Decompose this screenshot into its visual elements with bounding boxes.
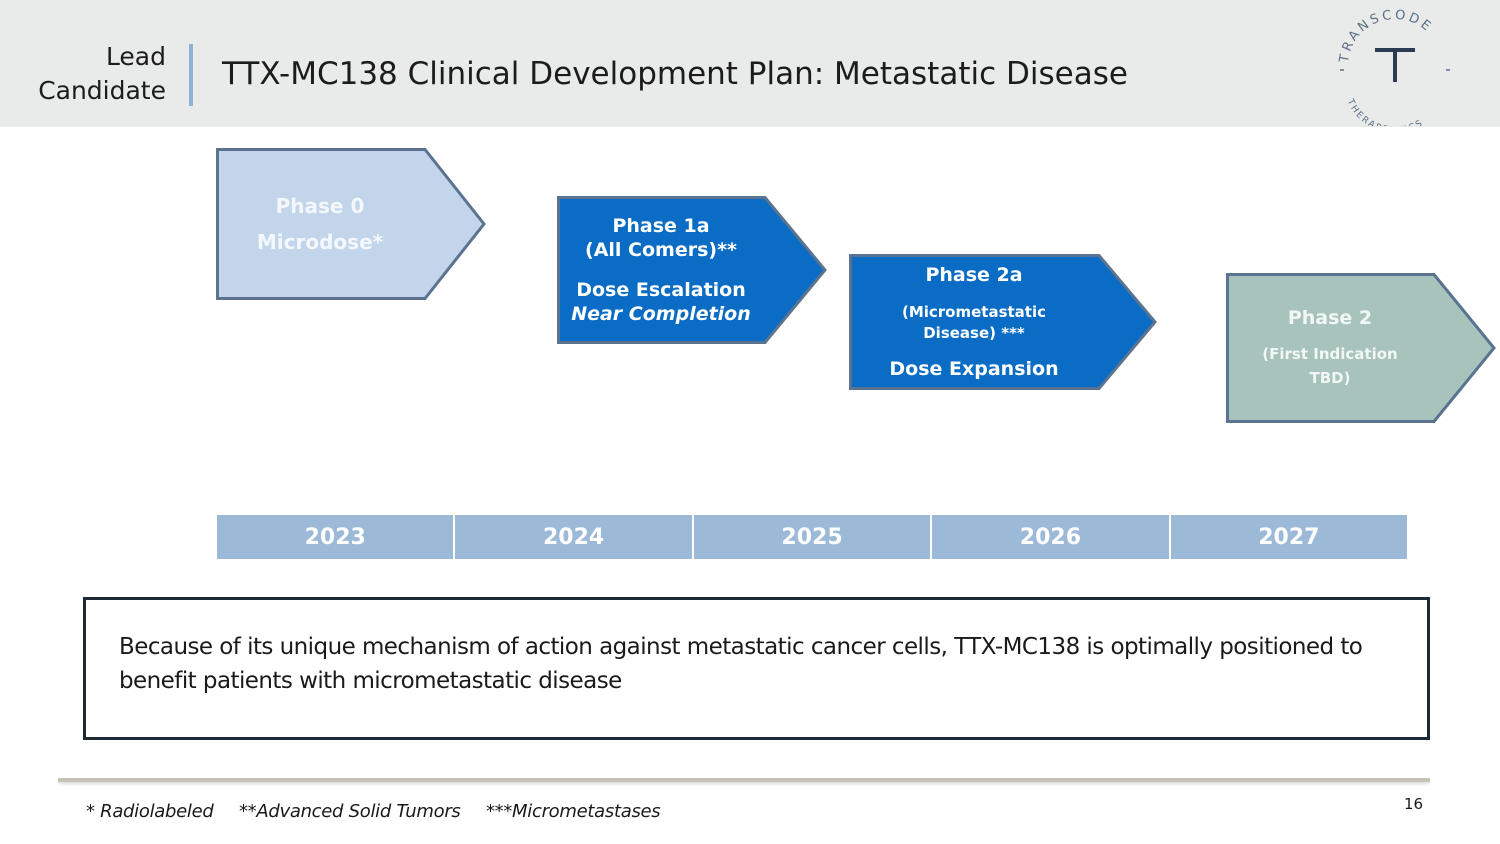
footer-rule <box>58 778 1430 782</box>
logo-monogram-stem <box>1393 52 1397 82</box>
phase-2-title: Phase 2 <box>1287 307 1373 329</box>
phase-2-indication-line2: TBD) <box>1309 369 1351 387</box>
slide-title: TTX-MC138 Clinical Development Plan: Met… <box>222 56 1128 92</box>
phase-1a-status: Near Completion <box>571 303 751 325</box>
positioning-statement: Because of its unique mechanism of actio… <box>119 634 1363 694</box>
year-2023: 2023 <box>217 515 456 559</box>
page-number: 16 <box>1404 795 1424 813</box>
year-2026: 2026 <box>932 515 1171 559</box>
footnote-micrometastases: ***Micrometastases <box>485 801 661 822</box>
phase-0-arrow: Phase 0 Microdose* <box>216 148 486 300</box>
phase-1a-population: (All Comers)** <box>585 239 737 261</box>
year-timeline: 2023 2024 2025 2026 2027 <box>217 515 1407 559</box>
phase-2-indication-line1: (First Indication <box>1262 345 1398 363</box>
phase-2a-population-line2: Disease) *** <box>923 324 1025 342</box>
phase-0-title: Phase 0 <box>275 194 365 218</box>
year-2025: 2025 <box>694 515 933 559</box>
phase-1a-description: Dose Escalation <box>576 279 746 301</box>
logo-monogram-bar <box>1375 48 1415 52</box>
slide-header: Lead Candidate TTX-MC138 Clinical Develo… <box>0 0 1500 127</box>
year-2024: 2024 <box>455 515 694 559</box>
logo-company-bottom: THERAPEUTICS <box>1344 97 1426 126</box>
phase-1a-arrow: Phase 1a (All Comers)** Dose Escalation … <box>557 196 827 344</box>
footnote-advanced-solid-tumors: **Advanced Solid Tumors <box>238 801 461 822</box>
phase-2a-title: Phase 2a <box>925 264 1023 286</box>
section-label-line-2: Candidate <box>38 76 166 105</box>
phase-2-arrow: Phase 2 (First Indication TBD) <box>1226 273 1496 423</box>
phase-1a-title: Phase 1a <box>612 215 710 237</box>
section-divider <box>189 44 193 106</box>
phase-0-subtitle: Microdose* <box>256 230 384 254</box>
footnote-radiolabeled: * Radiolabeled <box>86 801 214 822</box>
section-label-line-1: Lead <box>105 42 166 71</box>
positioning-statement-box: Because of its unique mechanism of actio… <box>83 597 1430 740</box>
phase-2a-description: Dose Expansion <box>889 358 1059 380</box>
phase-2a-population-line1: (Micrometastatic <box>901 303 1047 321</box>
phase-2a-arrow: Phase 2a (Micrometastatic Disease) *** D… <box>849 254 1157 390</box>
logo-company-top: TRANSCODE <box>1337 8 1436 65</box>
year-2027: 2027 <box>1258 524 1320 550</box>
footnotes: * Radiolabeled **Advanced Solid Tumors *… <box>86 801 680 822</box>
section-label: Lead Candidate <box>38 40 166 108</box>
transcode-logo: TRANSCODE THERAPEUTICS <box>1337 8 1450 126</box>
